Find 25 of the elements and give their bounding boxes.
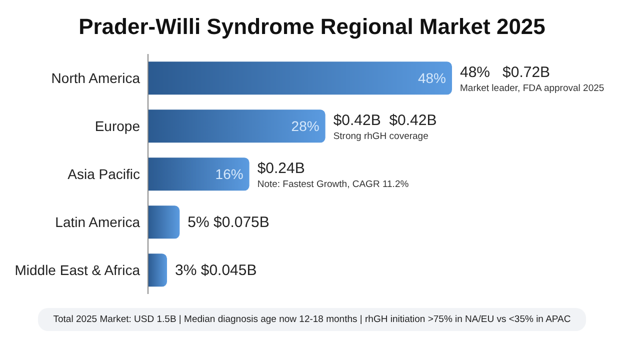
y-tick-label: Latin America xyxy=(55,214,140,230)
text: Total 2025 Market: USD 1.5B | Median diagnosis age now 12-18 months | rhGH initiation >75% in NA/EU vs <35% in APAC xyxy=(38,308,586,331)
y-tick-label: Europe xyxy=(94,118,140,134)
annotation: $0.045B xyxy=(200,262,257,280)
annotation: $0.24B xyxy=(257,160,305,178)
data-label: 5% xyxy=(188,214,210,232)
y-tick-label: Middle East & Africa xyxy=(14,262,140,278)
y-tick-label: North America xyxy=(51,70,140,86)
annotation: $0.42B $0.42B xyxy=(333,112,437,130)
bar xyxy=(148,110,326,143)
data-label: 28% xyxy=(291,118,320,134)
y-tick-label: Asia Pacific xyxy=(68,166,140,182)
bar xyxy=(148,206,180,239)
annotation: Strong rhGH coverage xyxy=(333,131,428,142)
annotation: $0.075B xyxy=(214,214,270,232)
annotation: Market leader, FDA approval 2025 xyxy=(460,83,604,94)
annotation: Note: Fastest Growth, CAGR 11.2% xyxy=(257,179,410,190)
chart-title: Prader-Willi Syndrome Regional Market 2025 xyxy=(78,13,546,41)
data-label: 48% xyxy=(418,70,446,86)
annotation: 48% $0.72B xyxy=(460,64,550,82)
bar xyxy=(148,158,250,191)
bar xyxy=(148,254,167,287)
data-label: 3% xyxy=(175,262,197,280)
bar xyxy=(148,62,452,95)
data-label: 16% xyxy=(215,166,244,182)
